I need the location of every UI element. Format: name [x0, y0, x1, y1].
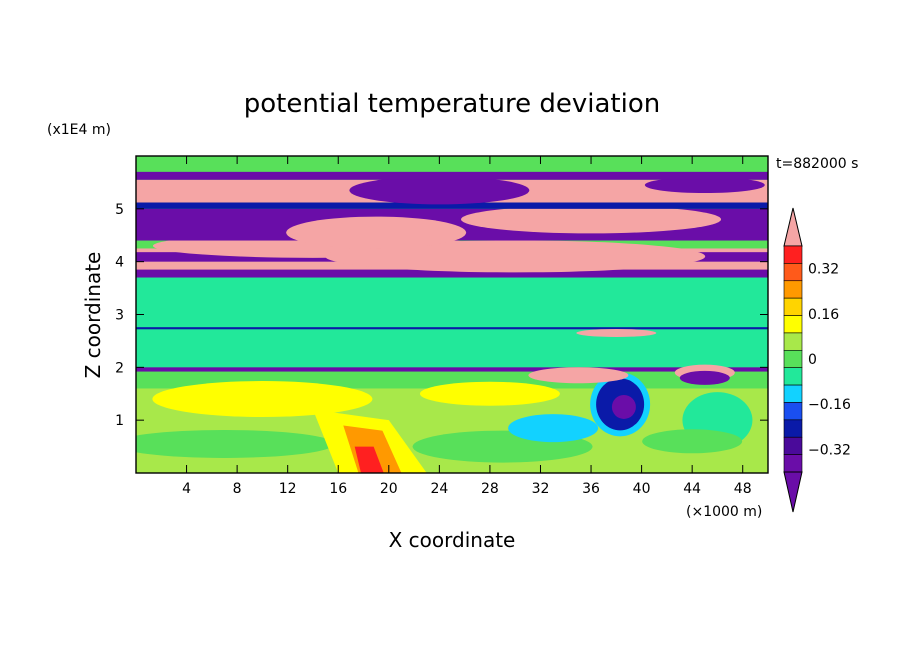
x-tick-label: 28 [481, 481, 499, 497]
pink-streak-lower [528, 367, 629, 384]
purple-patch-upper-right [644, 177, 765, 194]
x-tick-label: 36 [582, 481, 600, 497]
colorbar: 0.32 0.16 0 −0.16 −0.32 [783, 207, 851, 513]
vortex-core [611, 394, 636, 419]
field-mid-layer [136, 277, 768, 368]
x-tick-label: 24 [430, 481, 448, 497]
colorbar-bin [783, 436, 803, 455]
thin-layer-lower [136, 367, 768, 372]
colorbar-bin [783, 280, 803, 299]
pink-patch-middle-left [286, 216, 467, 249]
colorbar-under-triangle [783, 471, 803, 513]
cyan-patch [508, 414, 599, 443]
colorbar-bin [783, 350, 803, 368]
y-axis: 1 2 3 4 5 [115, 202, 768, 429]
colorbar-bin [783, 384, 803, 403]
colorbar-bin [783, 367, 803, 386]
y-unit-label: (x1E4 m) [47, 122, 111, 138]
green-patch-lower-left [136, 429, 335, 458]
colorbar-bin [783, 402, 803, 421]
yellow-patch-left [152, 381, 373, 418]
colorbar-bin [783, 297, 803, 316]
purple-streak-right [679, 370, 730, 385]
x-tick-label: 4 [182, 481, 191, 497]
x-tick-label: 44 [683, 481, 701, 497]
band-blue [136, 202, 768, 209]
x-tick-label: 40 [633, 481, 651, 497]
x-unit-label: (×1000 m) [686, 504, 762, 520]
green-patch-right [642, 429, 743, 454]
time-label: t=882000 s [776, 156, 858, 172]
x-tick-label: 16 [329, 481, 347, 497]
colorbar-bin [783, 454, 803, 473]
x-axis-label: X coordinate [389, 528, 516, 552]
colorbar-bin [783, 263, 803, 282]
y-tick-label: 1 [115, 413, 124, 429]
pink-streak-upper [576, 328, 657, 337]
x-tick-label: 12 [279, 481, 297, 497]
x-axis: 4 8 12 16 20 24 28 32 36 40 44 48 [182, 156, 752, 497]
colorbar-tick-label: 0.16 [808, 307, 839, 323]
colorbar-tick-label: −0.32 [808, 442, 851, 458]
y-tick-label: 5 [115, 202, 124, 218]
y-tick-label: 3 [115, 308, 124, 324]
x-tick-label: 48 [734, 481, 752, 497]
x-tick-label: 20 [380, 481, 398, 497]
pink-patch-middle-right [461, 205, 722, 234]
purple-patch-upper-center [349, 176, 530, 205]
colorbar-bin [783, 332, 803, 351]
chart-title: potential temperature deviation [244, 89, 660, 119]
colorbar-bin [783, 315, 803, 334]
colorbar-bin [783, 419, 803, 438]
colorbar-tick-label: 0.32 [808, 262, 839, 278]
plot-area [136, 156, 768, 473]
plume-red [354, 446, 384, 473]
x-tick-label: 32 [532, 481, 550, 497]
yellow-patch-center [419, 381, 560, 406]
y-tick-label: 4 [115, 255, 124, 271]
y-axis-label: Z coordinate [81, 252, 105, 379]
colorbar-tick-label: 0 [808, 352, 817, 368]
x-tick-label: 8 [233, 481, 242, 497]
thin-layer-upper [136, 327, 768, 330]
colorbar-tick-label: −0.16 [808, 397, 851, 413]
pink-patch-center [325, 240, 706, 273]
band-purple-top [136, 171, 768, 180]
colorbar-bin [783, 245, 803, 264]
y-tick-label: 2 [115, 360, 124, 376]
colorbar-over-triangle [783, 207, 803, 247]
